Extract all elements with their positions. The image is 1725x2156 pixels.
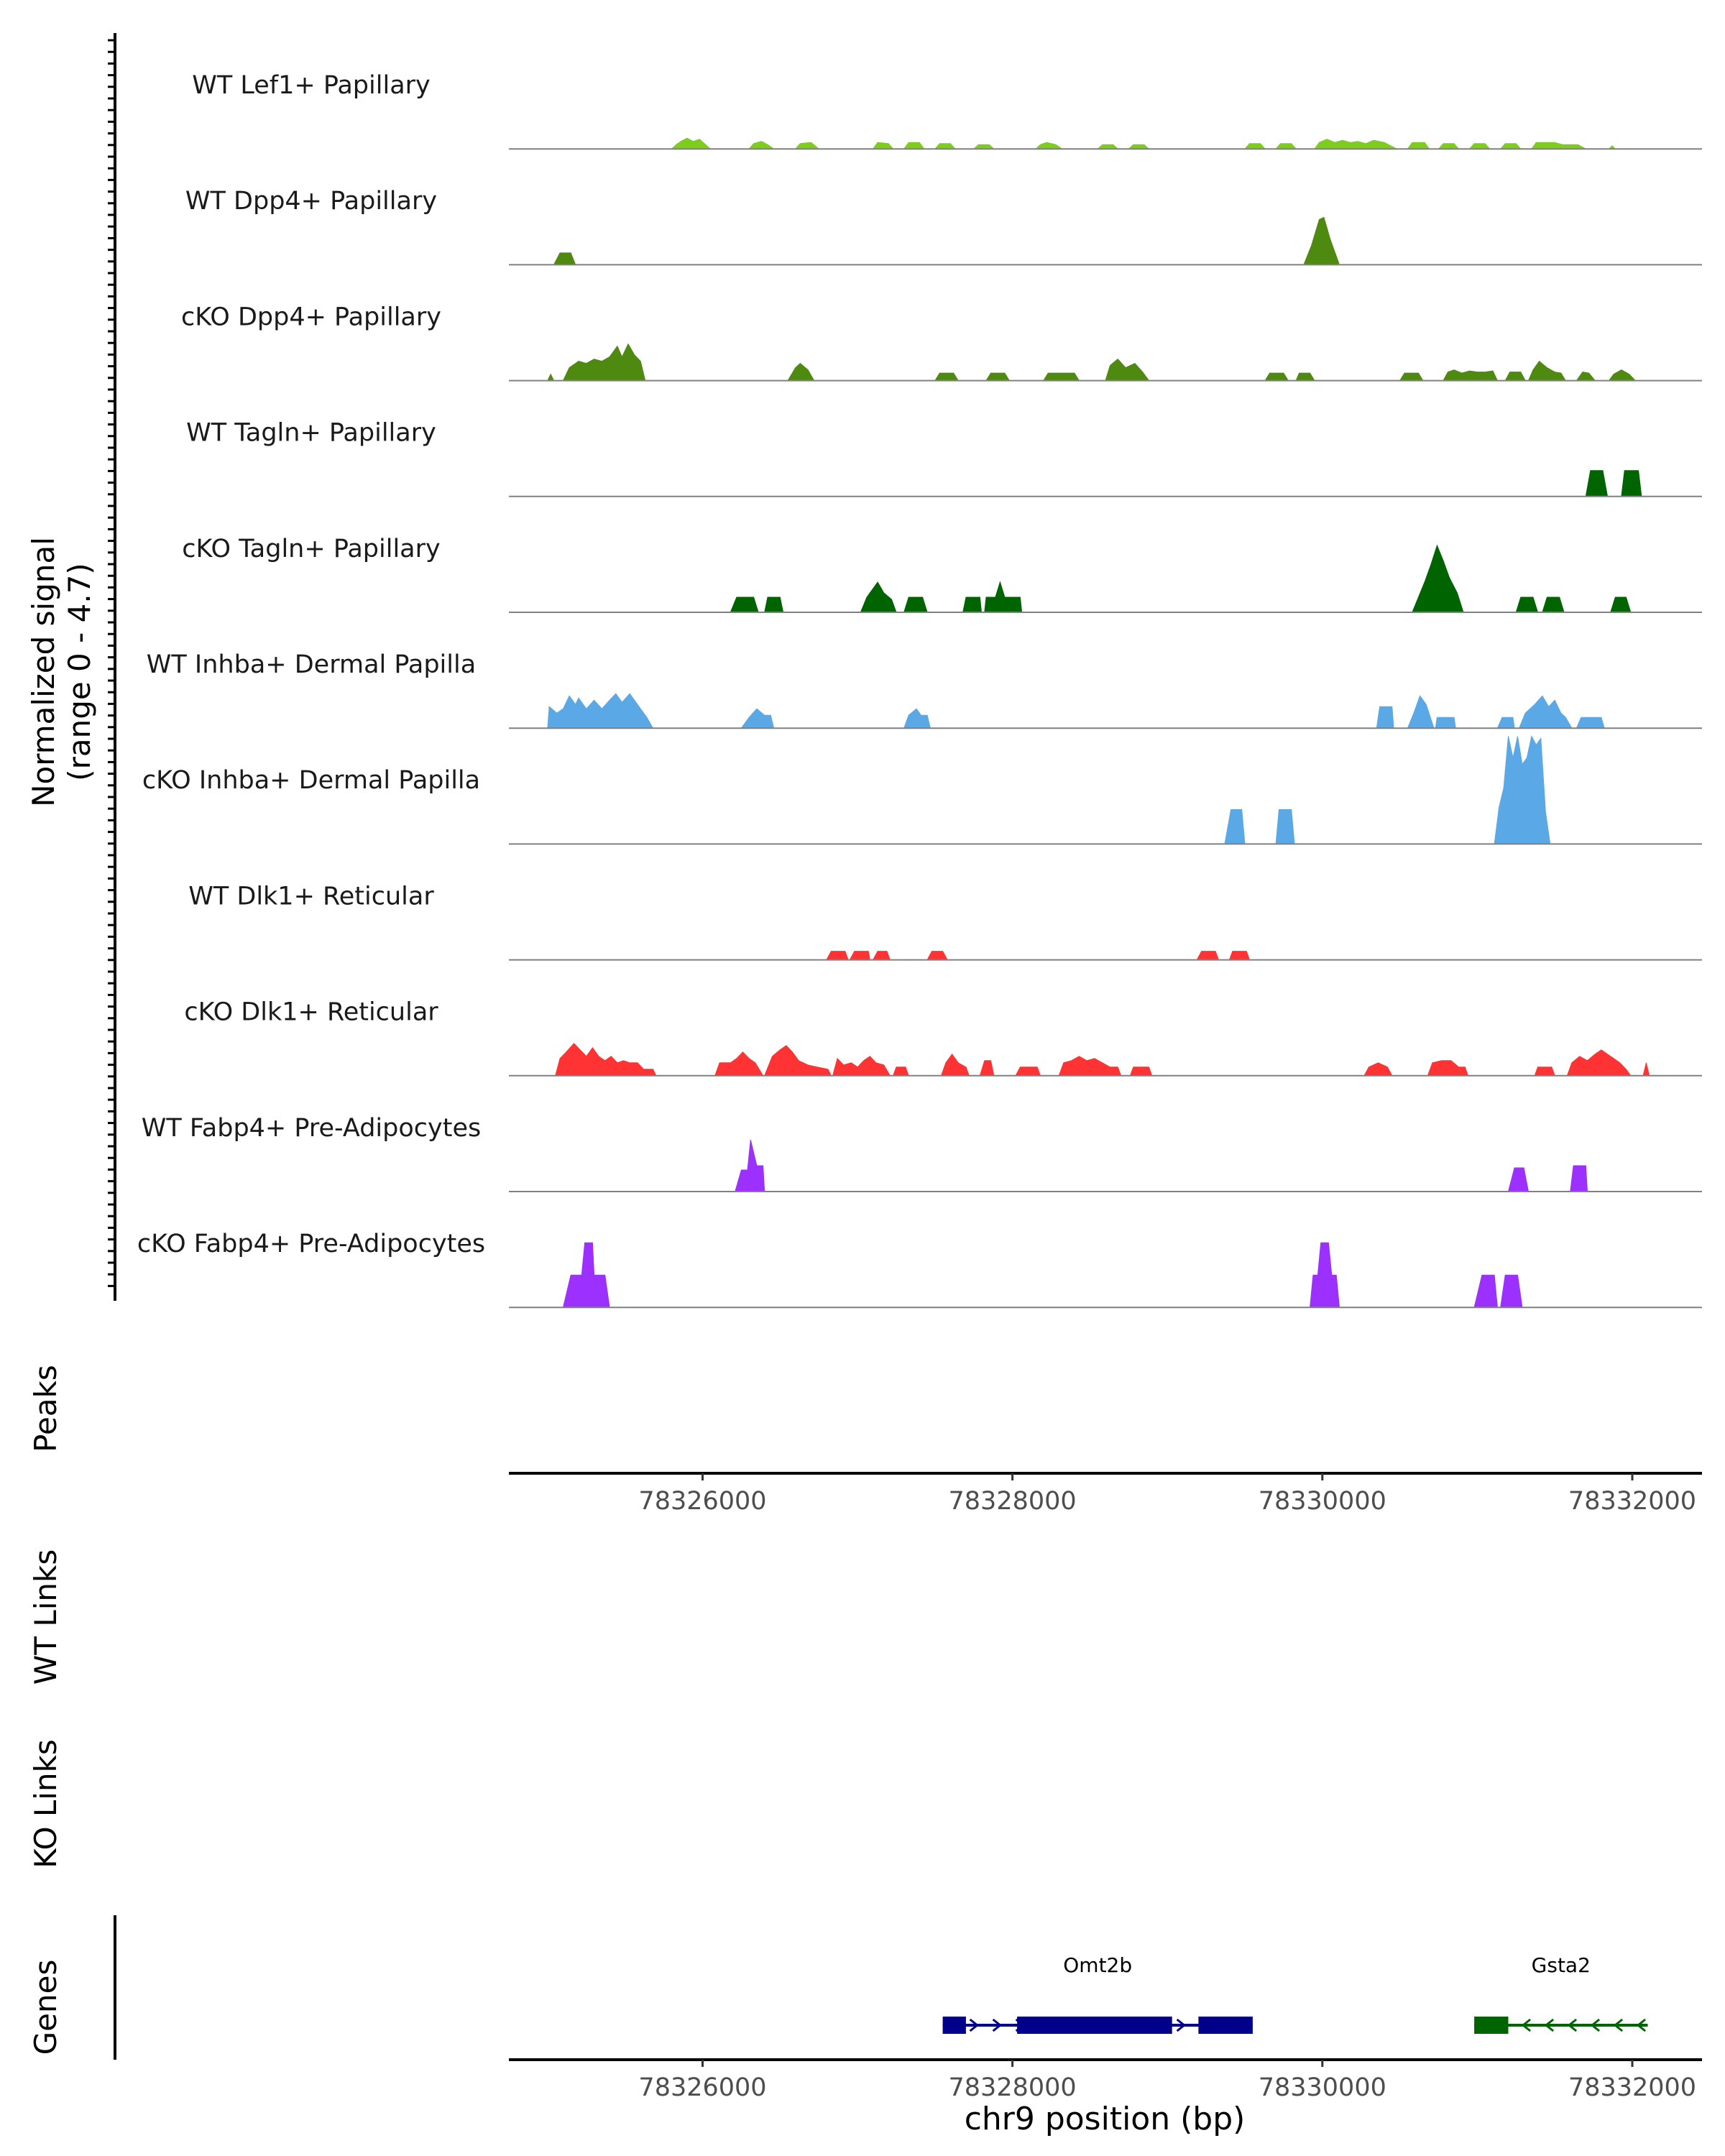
x-axis-title: chr9 position (bp) (965, 2101, 1246, 2137)
exon (942, 2017, 966, 2034)
strand-arrow (969, 2018, 980, 2032)
signal-area (555, 1043, 1650, 1077)
exon (1198, 2017, 1253, 2034)
strand-arrow (1544, 2018, 1555, 2032)
y-axis-title: Normalized signal (26, 537, 61, 807)
genes-label: Genes (28, 1960, 63, 2055)
track-label: WT Fabp4+ Pre-Adipocytes (142, 1114, 481, 1143)
track-label: cKO Dlk1+ Reticular (184, 998, 438, 1027)
x-tick-label: 78332000 (1568, 2073, 1696, 2102)
peaks-x-axis: 78326000 78328000 78330000 78332000 (638, 1473, 1696, 1516)
track-label: cKO Tagln+ Papillary (182, 535, 441, 563)
exon (1474, 2017, 1509, 2034)
strand-arrow (1613, 2018, 1624, 2032)
track: WT Dlk1+ Reticular (188, 882, 1702, 961)
track-label: cKO Dpp4+ Papillary (181, 303, 441, 331)
signal-area (547, 343, 1637, 382)
gene-models: Omt2b Gsta2 (942, 1953, 1648, 2034)
track-label: WT Dlk1+ Reticular (188, 882, 434, 911)
track-label: WT Lef1+ Papillary (192, 71, 431, 100)
exon (1017, 2017, 1172, 2034)
strand-arrow (1590, 2018, 1601, 2032)
track-label: cKO Inhba+ Dermal Papilla (142, 766, 480, 795)
x-tick-label: 78326000 (638, 1487, 766, 1516)
track: WT Tagln+ Papillary (186, 419, 1702, 497)
x-tick-label: 78328000 (949, 1487, 1077, 1516)
x-tick-label: 78332000 (1568, 1487, 1696, 1516)
gene-label: Omt2b (1063, 1953, 1132, 1977)
strand-arrow (992, 2018, 1003, 2032)
track-label: cKO Fabp4+ Pre-Adipocytes (137, 1230, 485, 1258)
track: WT Lef1+ Papillary (192, 71, 1702, 150)
track: cKO Dpp4+ Papillary (181, 303, 1702, 382)
x-tick-label: 78330000 (1259, 2073, 1386, 2102)
x-tick-label: 78328000 (949, 2073, 1077, 2102)
peaks-label: Peaks (28, 1365, 63, 1452)
genes-x-axis: 78326000 78328000 78330000 78332000 (638, 2060, 1696, 2102)
strand-arrow (1636, 2018, 1647, 2032)
track: cKO Dlk1+ Reticular (184, 998, 1702, 1077)
coverage-y-ticks (108, 39, 115, 1287)
track: cKO Inhba+ Dermal Papilla (142, 734, 1702, 845)
strand-arrow (1176, 2018, 1187, 2032)
gene-label: Gsta2 (1532, 1953, 1591, 1977)
x-tick-label: 78326000 (638, 2073, 766, 2102)
track-label: WT Inhba+ Dermal Papilla (147, 650, 476, 679)
strand-arrow (1567, 2018, 1578, 2032)
track-label: WT Dpp4+ Papillary (185, 187, 437, 216)
track: cKO Fabp4+ Pre-Adipocytes (137, 1230, 1702, 1309)
track-label: WT Tagln+ Papillary (186, 419, 436, 448)
strand-arrow (1521, 2018, 1532, 2032)
gene: Omt2b (942, 1953, 1253, 2034)
track: cKO Tagln+ Papillary (182, 535, 1702, 613)
y-axis-title-main: Normalized signal (26, 537, 61, 807)
wt-links-label: WT Links (28, 1549, 63, 1685)
coverage-tracks: WT Lef1+ Papillary WT Dpp4+ Papillary cKO … (137, 71, 1702, 1309)
track: WT Dpp4+ Papillary (185, 187, 1702, 266)
track: WT Inhba+ Dermal Papilla (147, 650, 1702, 729)
track: WT Fabp4+ Pre-Adipocytes (142, 1114, 1702, 1192)
signal-area (553, 216, 1340, 265)
ko-links-label: KO Links (28, 1739, 63, 1869)
x-tick-label: 78330000 (1259, 1487, 1386, 1516)
gene: Gsta2 (1474, 1953, 1648, 2034)
y-axis-range: (range 0 - 4.7) (62, 563, 97, 781)
